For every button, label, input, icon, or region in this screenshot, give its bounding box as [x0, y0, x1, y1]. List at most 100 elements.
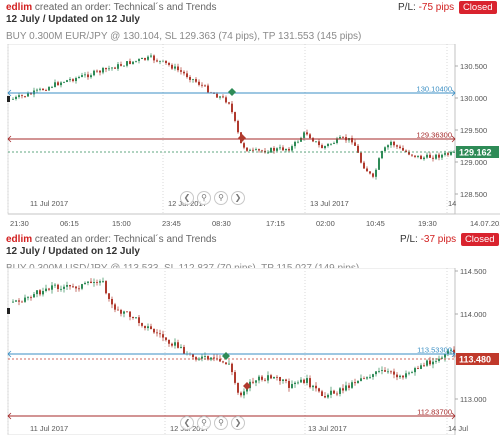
zoom-out-icon[interactable]: ⚲ — [197, 191, 211, 205]
candle-body — [195, 79, 197, 82]
candle-body — [342, 388, 344, 391]
candle-body — [204, 85, 206, 87]
zoom-in-icon[interactable]: ⚲ — [214, 416, 228, 430]
candle-body — [417, 155, 419, 157]
candle-body — [207, 356, 209, 360]
user-link[interactable]: edlim — [6, 234, 33, 245]
pl-box: P/L: -37 pips Closed — [400, 233, 499, 246]
candle-body — [231, 363, 233, 373]
chart-canvas[interactable]: 114.500114.000113.500113.000113.53300112… — [0, 268, 500, 435]
price-chart[interactable]: 130.500 130.000 129.500 129.000 128.500 130.1… — [0, 44, 500, 230]
candle-body — [348, 385, 350, 388]
candle-body — [177, 66, 179, 71]
candle-body — [45, 288, 47, 291]
candle-body — [156, 332, 158, 334]
candle-body — [237, 382, 239, 393]
candle-body — [318, 141, 320, 146]
candle-body — [99, 70, 101, 73]
time-tick-label: 08:30 — [212, 219, 231, 228]
candle-body — [159, 333, 161, 335]
candle-body — [219, 358, 221, 362]
pl-box: P/L: -75 pips Closed — [398, 1, 497, 14]
candle-body — [195, 357, 197, 360]
candle-body — [438, 358, 440, 361]
next-icon[interactable]: ❯ — [231, 416, 245, 430]
y-tick-label: 114.500 — [460, 268, 487, 276]
candle-body — [369, 171, 371, 174]
candle-body — [123, 65, 125, 67]
candle-body — [237, 120, 239, 133]
time-tick-label: 06:15 — [60, 219, 79, 228]
price-chart[interactable]: 114.500114.000113.500113.000113.53300112… — [0, 268, 500, 435]
candle-body — [240, 392, 242, 396]
candle-body — [315, 141, 317, 143]
candle-body — [153, 55, 155, 61]
candle-body — [186, 73, 188, 78]
candle-body — [372, 173, 374, 177]
candle-body — [96, 282, 98, 283]
candle-body — [324, 146, 326, 149]
candle-body — [405, 150, 407, 152]
candle-body — [192, 354, 194, 358]
candle-body — [48, 87, 50, 91]
stop-line-arrow — [7, 412, 12, 420]
candle-body — [183, 346, 185, 355]
candle-body — [63, 81, 65, 83]
candle-body — [453, 349, 455, 354]
candle-body — [333, 142, 335, 144]
exit-marker — [243, 382, 251, 390]
candle-body — [327, 143, 329, 147]
candle-body — [228, 102, 230, 104]
prev-icon[interactable]: ❮ — [180, 416, 194, 430]
time-tick-label: 17:15 — [266, 219, 285, 228]
candle-body — [288, 148, 290, 151]
y-tick-label: 129.000 — [460, 158, 487, 167]
candle-body — [285, 148, 287, 151]
candle-body — [168, 63, 170, 65]
candle-body — [435, 360, 437, 362]
candle-body — [150, 326, 152, 330]
candle-body — [360, 152, 362, 163]
candle-body — [432, 361, 434, 365]
user-link[interactable]: edlim — [6, 2, 33, 13]
candle-body — [384, 370, 386, 372]
candle-body — [117, 309, 119, 311]
candle-body — [42, 88, 44, 91]
candle-body — [405, 373, 407, 378]
entry-line-label: 130.10400 — [417, 85, 452, 94]
candle-body — [393, 141, 395, 146]
next-icon[interactable]: ❯ — [231, 191, 245, 205]
candle-body — [192, 79, 194, 80]
candle-body — [102, 281, 104, 282]
candle-body — [81, 284, 83, 289]
candle-body — [24, 297, 26, 302]
candle-body — [399, 375, 401, 378]
current-price-label: 113.480 — [459, 355, 491, 365]
candle-body — [303, 132, 305, 138]
candle-body — [60, 82, 62, 86]
candle-body — [438, 154, 440, 158]
candle-body — [138, 59, 140, 61]
candle-body — [96, 70, 98, 72]
candle-body — [183, 71, 185, 74]
candle-body — [99, 281, 101, 283]
y-tick-label: 129.500 — [460, 126, 487, 135]
candle-body — [363, 162, 365, 169]
candle-body — [276, 148, 278, 151]
zoom-out-icon[interactable]: ⚲ — [197, 416, 211, 430]
prev-icon[interactable]: ❮ — [180, 191, 194, 205]
candle-body — [243, 143, 245, 148]
candle-body — [30, 93, 32, 95]
candle-body — [273, 376, 275, 379]
zoom-in-icon[interactable]: ⚲ — [214, 191, 228, 205]
candle-body — [126, 311, 128, 313]
stop-line-label: 129.36300 — [417, 131, 452, 140]
candle-body — [384, 147, 386, 152]
candle-body — [255, 380, 257, 383]
candle-body — [165, 60, 167, 64]
current-price-badge — [456, 146, 499, 158]
chart-canvas[interactable]: 130.500 130.000 129.500 129.000 128.500 130.1… — [0, 44, 500, 230]
order-card-eurjpy: edlim created an order: Technical´s and … — [0, 1, 500, 230]
candle-body — [129, 311, 131, 317]
candle-body — [210, 357, 212, 360]
